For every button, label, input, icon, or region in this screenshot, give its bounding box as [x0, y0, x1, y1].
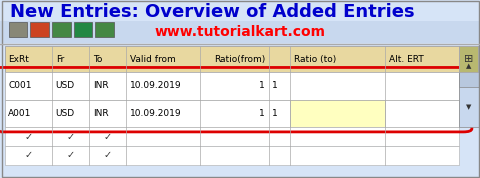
- FancyBboxPatch shape: [458, 46, 478, 87]
- FancyBboxPatch shape: [73, 22, 92, 37]
- Text: ✓: ✓: [24, 150, 33, 160]
- Text: ⊞: ⊞: [463, 54, 472, 64]
- Text: 1: 1: [258, 81, 264, 90]
- Text: USD: USD: [56, 109, 75, 118]
- Text: A001: A001: [8, 109, 32, 118]
- Text: 1: 1: [272, 109, 277, 118]
- Text: C001: C001: [8, 81, 32, 90]
- FancyBboxPatch shape: [9, 22, 27, 37]
- Text: INR: INR: [93, 81, 108, 90]
- Text: To: To: [93, 55, 102, 64]
- FancyBboxPatch shape: [5, 46, 458, 72]
- FancyBboxPatch shape: [458, 46, 478, 127]
- Text: 1: 1: [258, 109, 264, 118]
- Text: Ratio (to): Ratio (to): [293, 55, 335, 64]
- Text: Ratio(from): Ratio(from): [214, 55, 265, 64]
- Text: New Entries: Overview of Added Entries: New Entries: Overview of Added Entries: [10, 3, 413, 22]
- Text: 10.09.2019: 10.09.2019: [130, 109, 181, 118]
- FancyBboxPatch shape: [30, 22, 49, 37]
- Text: ▲: ▲: [465, 64, 471, 70]
- Text: ✓: ✓: [104, 150, 112, 160]
- Text: 10.09.2019: 10.09.2019: [130, 81, 181, 90]
- Text: ▼: ▼: [465, 104, 471, 110]
- Text: Fr: Fr: [56, 55, 64, 64]
- Text: Alt. ERT: Alt. ERT: [388, 55, 422, 64]
- FancyBboxPatch shape: [0, 21, 480, 43]
- FancyBboxPatch shape: [5, 127, 458, 146]
- FancyBboxPatch shape: [5, 100, 458, 127]
- FancyBboxPatch shape: [5, 72, 458, 100]
- Text: www.tutorialkart.com: www.tutorialkart.com: [155, 25, 325, 39]
- Text: ✓: ✓: [67, 150, 75, 160]
- FancyBboxPatch shape: [458, 46, 477, 72]
- Text: ✓: ✓: [67, 132, 75, 142]
- Text: ExRt: ExRt: [8, 55, 29, 64]
- Text: USD: USD: [56, 81, 75, 90]
- FancyBboxPatch shape: [52, 22, 71, 37]
- Text: INR: INR: [93, 109, 108, 118]
- Text: ✓: ✓: [24, 132, 33, 142]
- Text: ✓: ✓: [104, 132, 112, 142]
- Text: 1: 1: [272, 81, 277, 90]
- FancyBboxPatch shape: [5, 146, 458, 165]
- Text: Valid from: Valid from: [130, 55, 175, 64]
- FancyBboxPatch shape: [95, 22, 114, 37]
- FancyBboxPatch shape: [289, 100, 384, 127]
